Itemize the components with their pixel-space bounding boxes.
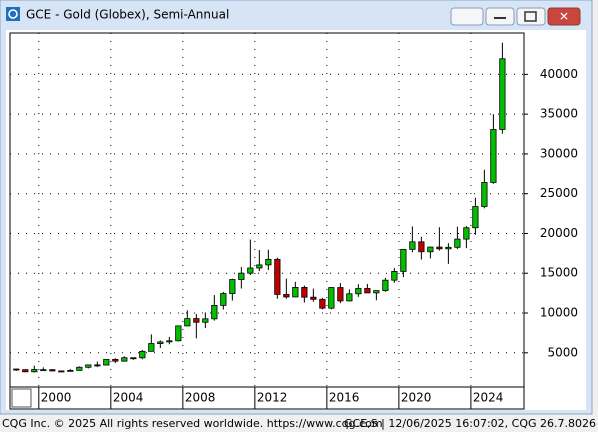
candle-body	[121, 357, 128, 362]
y-tick-label: 35000	[540, 107, 578, 121]
candle-body	[193, 318, 200, 323]
maximize-glyph	[524, 11, 537, 22]
app-icon-glyph	[8, 9, 18, 19]
candle-body	[301, 287, 308, 298]
candle-body	[58, 370, 65, 373]
candle-body	[265, 258, 272, 266]
footer-left: CQG Inc. © 2025 All rights reserved worl…	[2, 417, 383, 430]
candle-body	[499, 58, 506, 130]
footer-right: GCE,S | 12/06/2025 16:07:02, CQG 26.7.80…	[344, 417, 596, 430]
window-title: GCE - Gold (Globex), Semi-Annual	[26, 8, 229, 22]
candle-body	[139, 350, 146, 359]
candle-body	[175, 325, 182, 342]
candle-body	[373, 290, 380, 294]
close-button[interactable]	[547, 7, 581, 26]
candle-body	[238, 272, 245, 280]
candle-body	[112, 358, 119, 362]
candle-body	[418, 241, 425, 253]
minimize-button[interactable]	[485, 7, 515, 26]
x-tick-label: 2020	[401, 391, 432, 405]
candle-body	[13, 368, 20, 371]
candle-body	[256, 264, 263, 269]
candle-body	[94, 364, 101, 367]
candle-body	[319, 298, 326, 309]
candle-body	[310, 296, 317, 300]
candle-body	[220, 293, 227, 306]
y-tick-label: 25000	[540, 186, 578, 200]
candle-body	[31, 369, 38, 373]
corner-box[interactable]	[11, 388, 32, 408]
candle-body	[22, 369, 29, 373]
candle-body	[472, 206, 479, 229]
candle-body	[157, 341, 164, 344]
y-tick-label: 5000	[547, 345, 578, 359]
x-tick-label: 2004	[113, 391, 144, 405]
candle-body	[49, 369, 56, 372]
candle-body	[364, 288, 371, 294]
y-tick-label: 30000	[540, 146, 578, 160]
candle-body	[328, 287, 335, 309]
x-tick-label: 2024	[473, 391, 504, 405]
candle-body	[382, 279, 389, 291]
maximize-button[interactable]	[516, 7, 546, 26]
candle-body	[229, 279, 236, 294]
candle-body	[85, 364, 92, 368]
x-tick-label: 2008	[185, 391, 216, 405]
y-tick-label: 20000	[540, 226, 578, 240]
candle-body	[400, 248, 407, 272]
candle-body	[247, 267, 254, 274]
candle-body	[148, 343, 155, 352]
y-tick-label: 40000	[540, 67, 578, 81]
link-button[interactable]	[450, 7, 484, 26]
candle-body	[211, 304, 218, 320]
x-tick-label: 2016	[329, 391, 360, 405]
candle-body	[454, 238, 461, 248]
close-glyph: ✕	[559, 10, 569, 24]
y-tick-label: 10000	[540, 306, 578, 320]
candle-body	[490, 129, 497, 183]
candle-body	[166, 340, 173, 343]
candle-body	[436, 246, 443, 250]
candle-body	[355, 288, 362, 295]
candle-body	[391, 271, 398, 281]
candle-body	[283, 294, 290, 298]
candle-body	[481, 182, 488, 207]
candle-body	[346, 293, 353, 302]
candle-body	[184, 318, 191, 327]
candle-body	[337, 287, 344, 302]
candle-body	[40, 369, 47, 372]
candle-body	[409, 241, 416, 250]
y-tick-label: 15000	[540, 266, 578, 280]
candle-body	[76, 366, 83, 371]
x-axis-strip	[9, 386, 525, 410]
candle-body	[67, 369, 74, 372]
candle-body	[130, 357, 137, 360]
app-icon	[6, 7, 20, 21]
candle-body	[463, 227, 470, 240]
candle-body	[427, 246, 434, 253]
x-tick-label: 2012	[257, 391, 288, 405]
candle-body	[103, 358, 110, 366]
plot-area	[9, 32, 525, 388]
candle-body	[292, 287, 299, 298]
candle-body	[202, 318, 209, 323]
x-tick-label: 2000	[41, 391, 72, 405]
candle-body	[274, 258, 281, 295]
candle-body	[445, 246, 452, 250]
